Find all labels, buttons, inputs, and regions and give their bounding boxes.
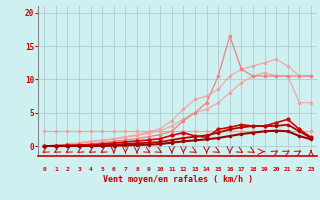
X-axis label: Vent moyen/en rafales ( km/h ): Vent moyen/en rafales ( km/h ) <box>103 175 252 184</box>
